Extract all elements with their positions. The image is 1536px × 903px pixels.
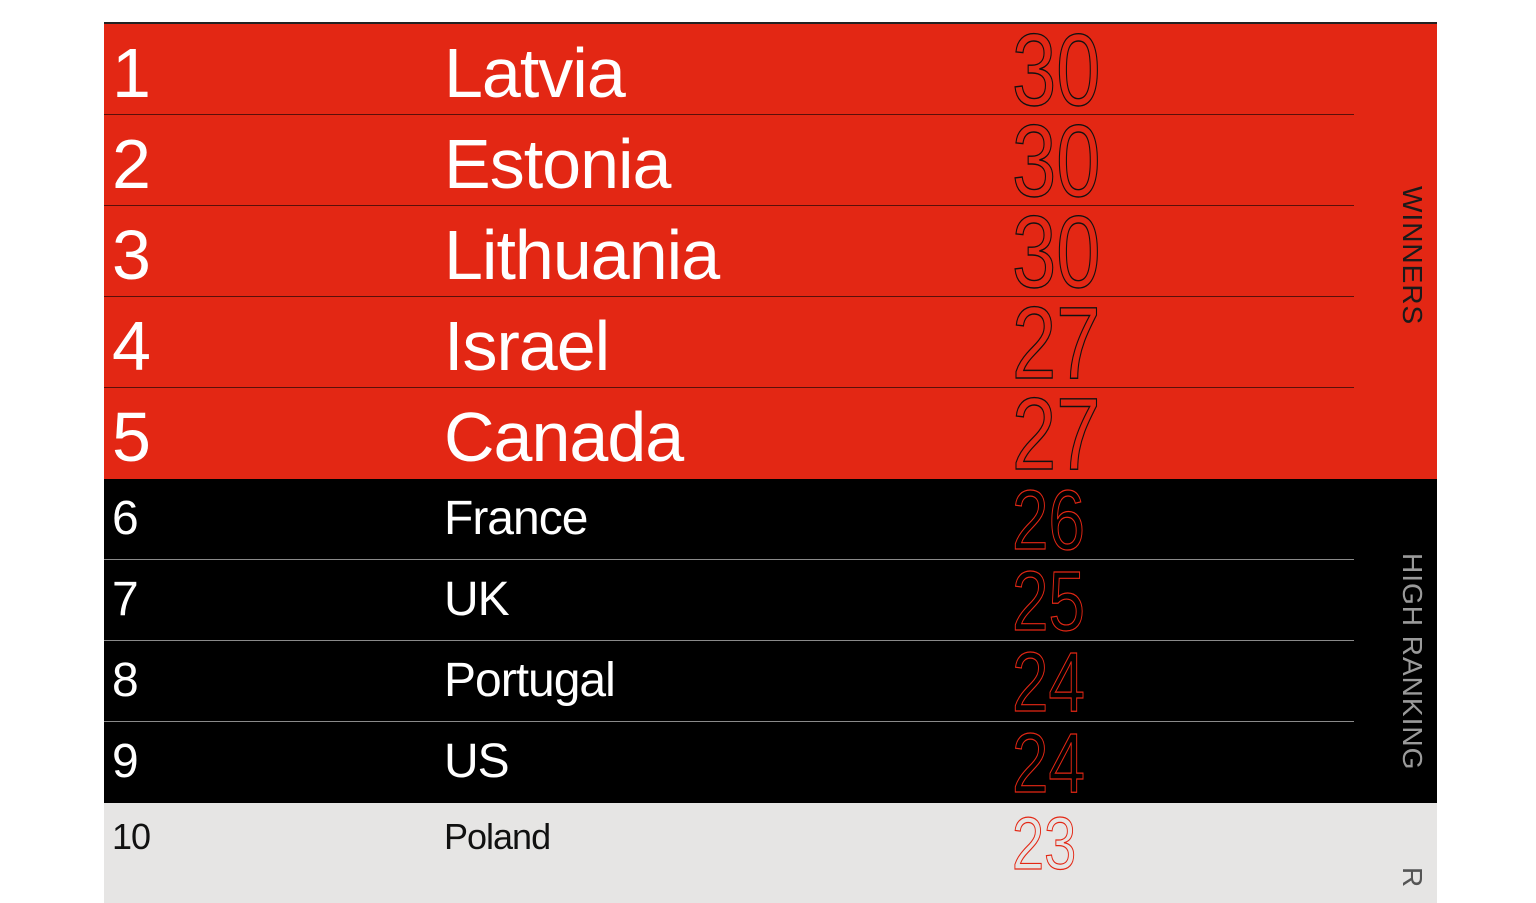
rank-cell: 10 (112, 816, 151, 857)
score-cell: 23 (1012, 802, 1077, 885)
table-row: 7 UK 25 (104, 554, 1354, 648)
top-rule (104, 22, 1437, 24)
group-ranked: 10 Poland 23 R (104, 803, 1437, 903)
country-cell: Estonia (444, 125, 671, 203)
group-label-winners: WINNERS (1397, 186, 1428, 326)
group-high-ranking: 6 France 26 7 UK 25 8 Portugal 24 9 US 2… (104, 473, 1437, 810)
score-cell: 24 (1012, 635, 1086, 729)
rank-cell: 9 (112, 735, 139, 788)
score-cell: 24 (1012, 716, 1086, 810)
rank-cell: 3 (112, 216, 151, 294)
table-row: 2 Estonia 30 (104, 109, 1354, 213)
country-cell: Latvia (444, 34, 626, 112)
row-divider (104, 113, 1354, 115)
rank-cell: 2 (112, 125, 151, 203)
country-cell: Canada (444, 398, 684, 476)
row-divider (104, 558, 1354, 560)
group-label-high-ranking: HIGH RANKING (1397, 553, 1428, 771)
group-winners: 1 Latvia 30 2 Estonia 30 3 Lithuania 30 … (104, 18, 1437, 486)
row-divider (104, 639, 1354, 641)
table-row: 1 Latvia 30 (104, 18, 1354, 122)
group-label-ranked: R (1397, 867, 1428, 889)
country-cell: Portugal (444, 654, 616, 707)
score-cell: 30 (1011, 195, 1101, 309)
row-divider (104, 386, 1354, 388)
rank-cell: 1 (112, 34, 151, 112)
country-cell: Israel (444, 307, 610, 385)
rank-cell: 5 (112, 398, 151, 476)
table-row: 6 France 26 (104, 473, 1354, 567)
table-row: 8 Portugal 24 (104, 635, 1354, 729)
row-divider (104, 204, 1354, 206)
table-row: 9 US 24 (104, 716, 1354, 810)
table-row: 3 Lithuania 30 (104, 200, 1354, 304)
country-cell: Poland (444, 816, 551, 857)
country-cell: Lithuania (444, 216, 720, 294)
country-cell: France (444, 492, 588, 545)
country-cell: US (444, 735, 510, 788)
score-cell: 25 (1012, 554, 1086, 648)
row-divider (104, 295, 1354, 297)
table-row: 10 Poland 23 (104, 803, 1354, 881)
score-cell: 27 (1011, 286, 1101, 400)
table-row: 4 Israel 27 (104, 291, 1354, 395)
score-cell: 30 (1011, 13, 1101, 127)
rank-cell: 6 (112, 492, 139, 545)
score-cell: 30 (1011, 104, 1101, 218)
table-row: 5 Canada 27 (104, 382, 1354, 485)
rank-cell: 4 (112, 307, 151, 385)
rank-cell: 7 (112, 573, 139, 626)
score-cell: 26 (1012, 473, 1086, 567)
score-cell: 27 (1011, 377, 1101, 491)
rank-cell: 8 (112, 654, 139, 707)
country-cell: UK (444, 573, 510, 626)
row-divider (104, 720, 1354, 722)
